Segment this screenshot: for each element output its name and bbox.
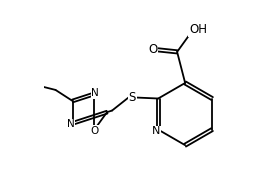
Text: O: O	[148, 43, 158, 56]
Text: N: N	[91, 88, 99, 98]
Text: N: N	[152, 126, 160, 136]
Text: OH: OH	[189, 23, 207, 36]
Text: S: S	[129, 91, 136, 104]
Text: N: N	[67, 119, 74, 129]
Text: O: O	[90, 126, 99, 136]
